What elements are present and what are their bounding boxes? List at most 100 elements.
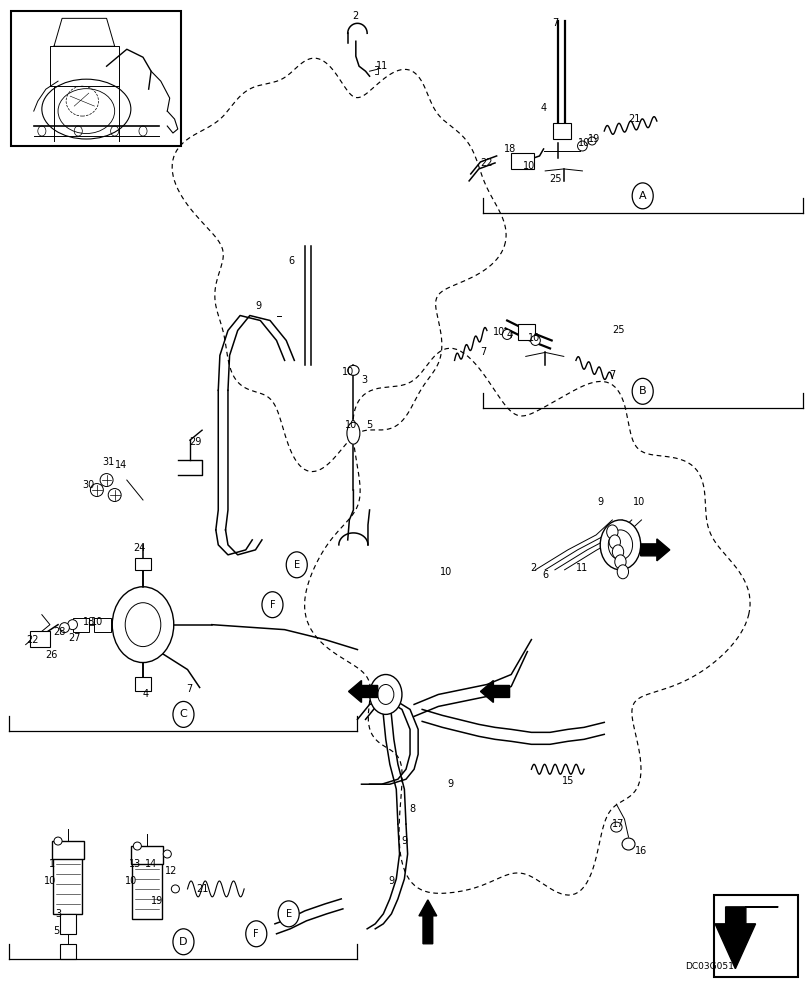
Circle shape: [262, 592, 283, 618]
Text: 15: 15: [561, 776, 573, 786]
Polygon shape: [714, 907, 777, 969]
Text: 30: 30: [83, 480, 95, 490]
Circle shape: [607, 530, 632, 560]
Bar: [713, 895, 797, 977]
Text: 28: 28: [54, 627, 66, 637]
Text: 3: 3: [360, 375, 367, 385]
Text: 14: 14: [115, 460, 127, 470]
Text: 10: 10: [527, 333, 539, 343]
Ellipse shape: [163, 850, 171, 858]
Circle shape: [606, 525, 617, 539]
Text: E: E: [285, 909, 291, 919]
Ellipse shape: [100, 474, 113, 487]
Text: 24: 24: [133, 543, 145, 553]
Ellipse shape: [171, 885, 179, 893]
Text: 7: 7: [479, 347, 486, 357]
Text: 9: 9: [447, 779, 453, 789]
Text: 10: 10: [125, 876, 137, 886]
Circle shape: [611, 545, 623, 559]
Text: 25: 25: [549, 174, 561, 184]
Text: 22: 22: [26, 635, 38, 645]
Text: 31: 31: [102, 457, 114, 467]
Text: 7: 7: [552, 18, 558, 28]
Circle shape: [125, 603, 161, 647]
Text: 16: 16: [633, 846, 646, 856]
Circle shape: [599, 520, 640, 570]
Text: D: D: [179, 937, 187, 947]
Ellipse shape: [577, 141, 586, 151]
Text: 10: 10: [44, 876, 56, 886]
Ellipse shape: [90, 484, 103, 497]
Bar: [59, 914, 75, 934]
Text: 9: 9: [596, 497, 603, 507]
Ellipse shape: [133, 842, 141, 850]
Bar: [131, 846, 163, 864]
Bar: [135, 558, 151, 570]
Bar: [517, 324, 534, 340]
Text: 5: 5: [54, 926, 59, 936]
Text: 21: 21: [627, 114, 640, 124]
Ellipse shape: [587, 137, 595, 145]
Text: 7: 7: [186, 684, 192, 694]
Text: 4: 4: [540, 103, 546, 113]
Text: 2: 2: [352, 11, 358, 21]
Text: 10: 10: [341, 367, 354, 377]
Circle shape: [616, 565, 628, 579]
Text: C: C: [179, 709, 187, 719]
Text: 27: 27: [68, 633, 80, 643]
Text: F: F: [253, 929, 259, 939]
Bar: [72, 618, 88, 632]
Text: 19: 19: [151, 896, 163, 906]
Text: 5: 5: [366, 420, 372, 430]
Text: 18: 18: [503, 144, 515, 154]
Text: 9: 9: [401, 836, 407, 846]
Text: 11: 11: [576, 563, 588, 573]
Text: 13: 13: [129, 859, 141, 869]
Text: 10: 10: [440, 567, 452, 577]
Text: 6: 6: [542, 570, 547, 580]
Ellipse shape: [347, 365, 358, 375]
Text: 10: 10: [577, 138, 590, 148]
Ellipse shape: [530, 335, 539, 345]
Text: 6: 6: [288, 256, 294, 266]
FancyArrow shape: [480, 680, 509, 702]
Text: 11: 11: [375, 61, 388, 71]
Text: 7: 7: [608, 370, 615, 380]
Text: 10: 10: [91, 617, 103, 627]
Ellipse shape: [59, 623, 69, 633]
Circle shape: [377, 684, 393, 704]
Text: E: E: [294, 560, 299, 570]
Text: DC03G051: DC03G051: [684, 962, 733, 971]
Text: 22: 22: [480, 158, 492, 168]
Text: 4: 4: [506, 330, 512, 340]
Ellipse shape: [54, 837, 62, 845]
Text: 8: 8: [409, 804, 415, 814]
Ellipse shape: [610, 822, 621, 832]
Text: 21: 21: [195, 884, 208, 894]
Circle shape: [286, 552, 307, 578]
FancyArrow shape: [640, 539, 669, 561]
Text: 10: 10: [345, 420, 357, 430]
Text: 10: 10: [492, 327, 504, 337]
Text: A: A: [638, 191, 646, 201]
FancyArrow shape: [418, 900, 436, 944]
Text: 4: 4: [142, 689, 148, 699]
Bar: [132, 859, 161, 919]
Text: 10: 10: [632, 497, 645, 507]
Text: 12: 12: [165, 866, 178, 876]
Text: 26: 26: [45, 650, 58, 660]
Bar: [552, 123, 570, 139]
Bar: [511, 153, 533, 169]
FancyArrow shape: [348, 680, 377, 702]
Text: 19: 19: [587, 134, 599, 144]
Text: 9: 9: [255, 301, 261, 311]
Text: 17: 17: [611, 819, 624, 829]
Text: 14: 14: [145, 859, 157, 869]
Text: 10: 10: [522, 161, 534, 171]
Text: 3: 3: [55, 909, 61, 919]
Circle shape: [112, 587, 174, 663]
Circle shape: [632, 183, 652, 209]
Circle shape: [614, 555, 625, 569]
Text: F: F: [269, 600, 275, 610]
Circle shape: [632, 378, 652, 404]
